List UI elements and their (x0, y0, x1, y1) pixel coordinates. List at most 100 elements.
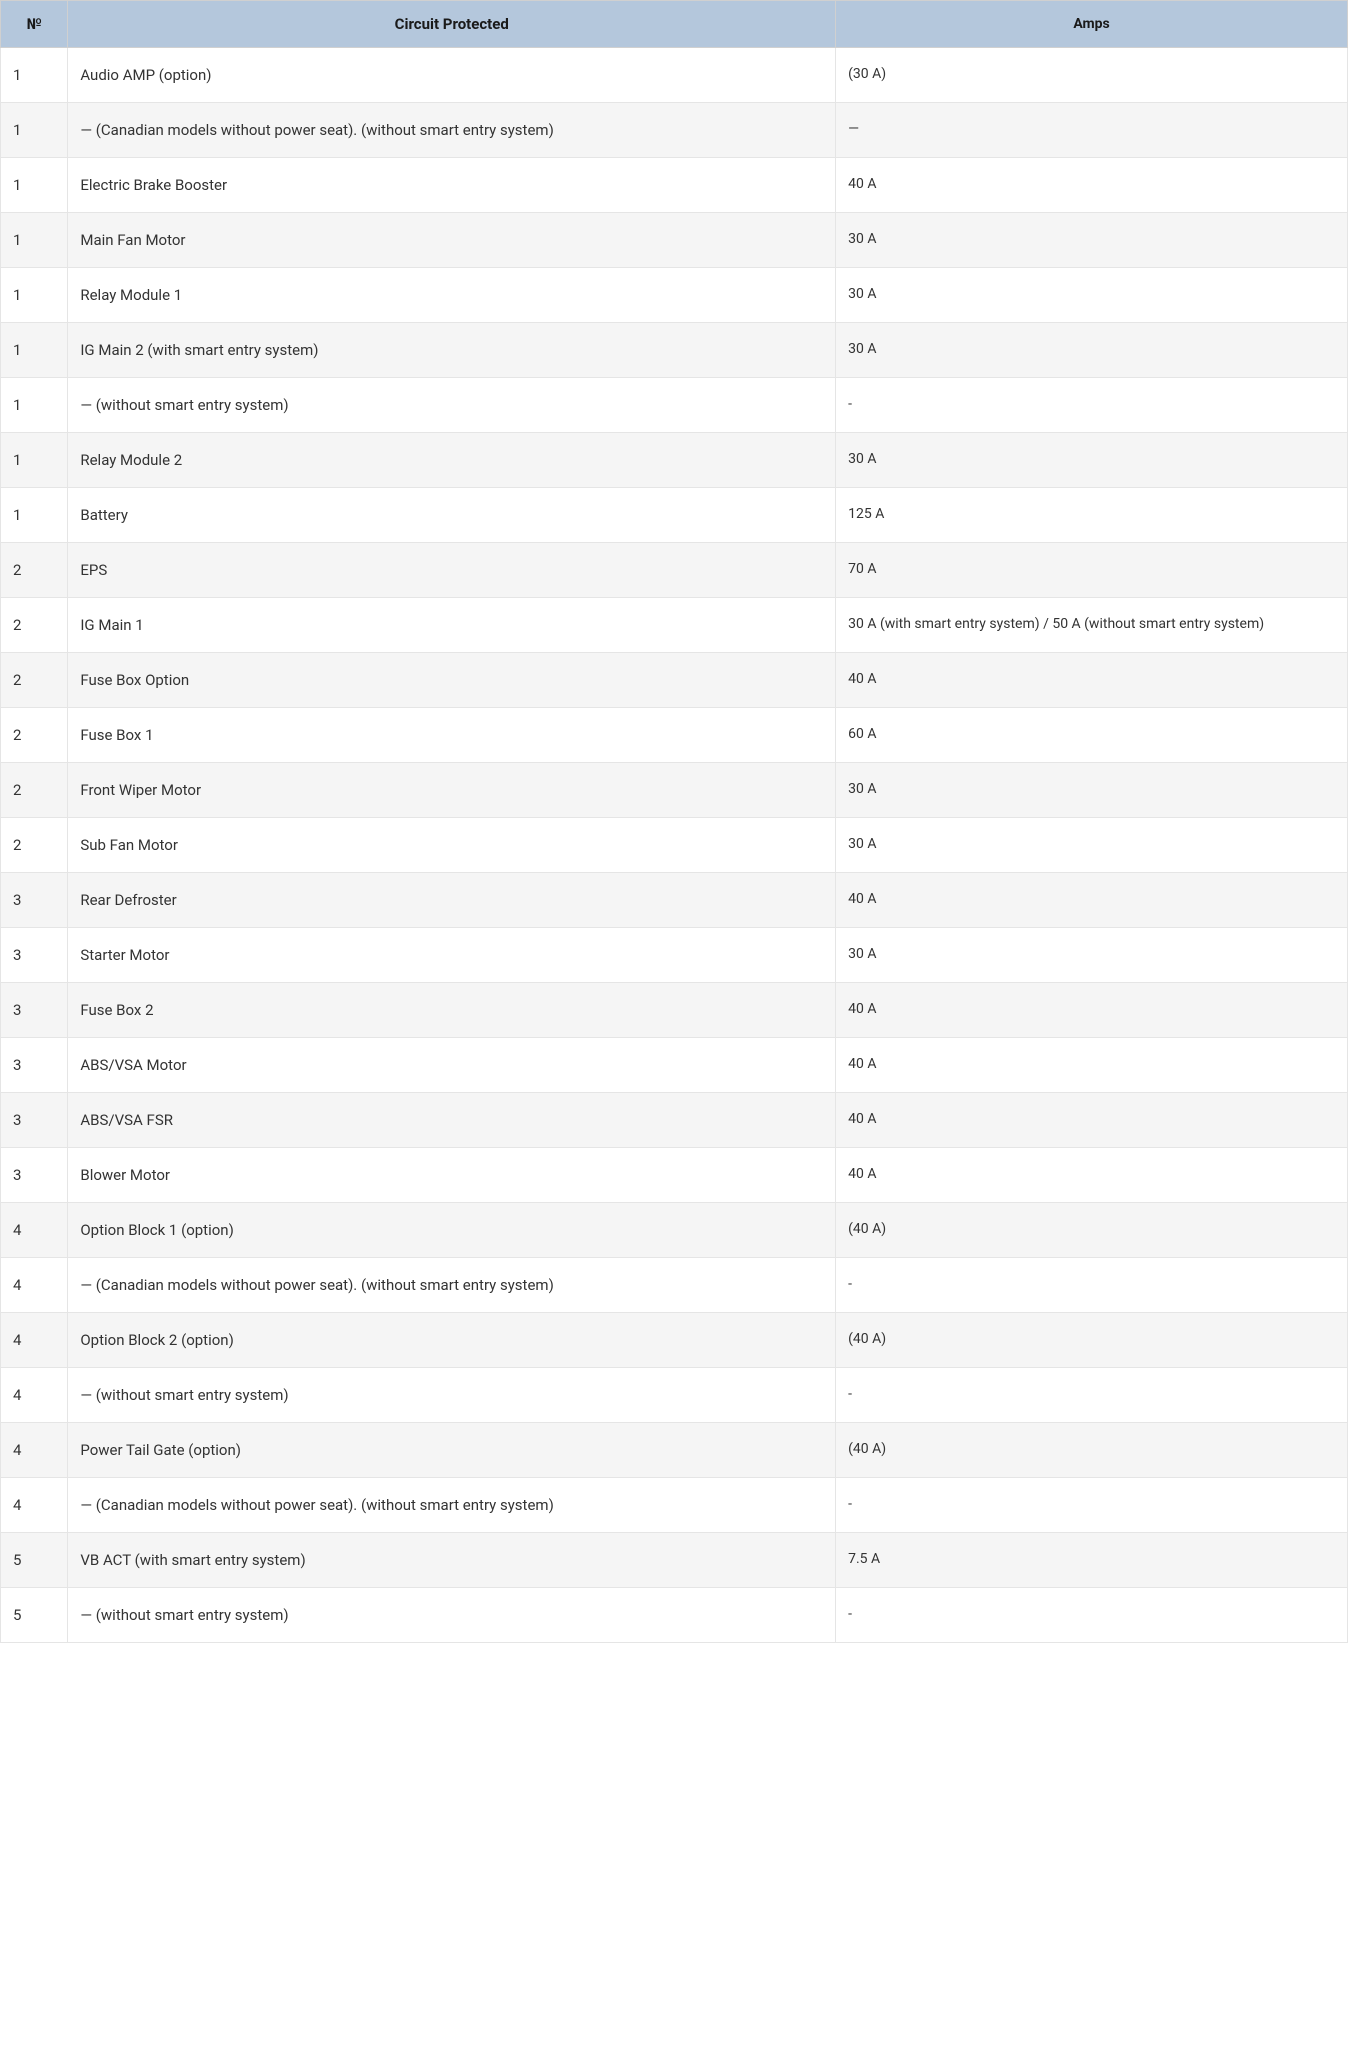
table-row: 2IG Main 130 A (with smart entry system)… (1, 598, 1348, 653)
cell-amps: 40 A (836, 158, 1348, 213)
cell-amps: 70 A (836, 543, 1348, 598)
cell-num: 5 (1, 1588, 68, 1643)
table-row: 1IG Main 2 (with smart entry system)30 A (1, 323, 1348, 378)
cell-amps: 30 A (with smart entry system) / 50 A (w… (836, 598, 1348, 653)
cell-num: 1 (1, 103, 68, 158)
cell-circuit: VB ACT (with smart entry system) (68, 1533, 836, 1588)
cell-num: 1 (1, 213, 68, 268)
table-row: 1Relay Module 130 A (1, 268, 1348, 323)
cell-circuit: — (Canadian models without power seat). … (68, 103, 836, 158)
table-row: 1Audio AMP (option)(30 A) (1, 48, 1348, 103)
cell-num: 2 (1, 763, 68, 818)
table-row: 1Electric Brake Booster40 A (1, 158, 1348, 213)
table-row: 2Front Wiper Motor30 A (1, 763, 1348, 818)
cell-num: 1 (1, 268, 68, 323)
table-row: 1Battery125 A (1, 488, 1348, 543)
cell-circuit: Front Wiper Motor (68, 763, 836, 818)
cell-num: 4 (1, 1258, 68, 1313)
cell-amps: - (836, 1588, 1348, 1643)
cell-amps: 40 A (836, 1093, 1348, 1148)
header-circuit: Circuit Protected (68, 1, 836, 48)
cell-circuit: — (without smart entry system) (68, 1588, 836, 1643)
cell-num: 2 (1, 818, 68, 873)
cell-circuit: EPS (68, 543, 836, 598)
cell-amps: (40 A) (836, 1203, 1348, 1258)
cell-circuit: — (without smart entry system) (68, 1368, 836, 1423)
table-row: 4— (Canadian models without power seat).… (1, 1478, 1348, 1533)
table-row: 3ABS/VSA Motor40 A (1, 1038, 1348, 1093)
cell-circuit: Fuse Box 1 (68, 708, 836, 763)
cell-amps: 7.5 A (836, 1533, 1348, 1588)
cell-amps: 40 A (836, 983, 1348, 1038)
table-row: 1— (without smart entry system)- (1, 378, 1348, 433)
cell-circuit: Relay Module 1 (68, 268, 836, 323)
cell-amps: 30 A (836, 268, 1348, 323)
cell-circuit: Fuse Box 2 (68, 983, 836, 1038)
cell-amps: 60 A (836, 708, 1348, 763)
cell-num: 4 (1, 1368, 68, 1423)
cell-amps: 40 A (836, 1038, 1348, 1093)
cell-num: 4 (1, 1313, 68, 1368)
cell-amps: - (836, 1368, 1348, 1423)
fuse-table: № Circuit Protected Amps 1Audio AMP (opt… (0, 0, 1348, 1643)
cell-amps: 125 A (836, 488, 1348, 543)
cell-amps: 40 A (836, 653, 1348, 708)
cell-amps: - (836, 1478, 1348, 1533)
cell-num: 2 (1, 708, 68, 763)
table-row: 1Relay Module 230 A (1, 433, 1348, 488)
table-row: 4Option Block 2 (option)(40 A) (1, 1313, 1348, 1368)
cell-amps: 30 A (836, 433, 1348, 488)
table-row: 3Fuse Box 240 A (1, 983, 1348, 1038)
cell-amps: (40 A) (836, 1423, 1348, 1478)
table-body: 1Audio AMP (option)(30 A)1— (Canadian mo… (1, 48, 1348, 1643)
header-num: № (1, 1, 68, 48)
table-header: № Circuit Protected Amps (1, 1, 1348, 48)
table-row: 3Blower Motor40 A (1, 1148, 1348, 1203)
cell-num: 3 (1, 1038, 68, 1093)
table-row: 4Option Block 1 (option)(40 A) (1, 1203, 1348, 1258)
cell-circuit: IG Main 1 (68, 598, 836, 653)
table-row: 3ABS/VSA FSR40 A (1, 1093, 1348, 1148)
table-row: 2Fuse Box 160 A (1, 708, 1348, 763)
cell-amps: - (836, 1258, 1348, 1313)
table-row: 2Fuse Box Option40 A (1, 653, 1348, 708)
cell-num: 1 (1, 488, 68, 543)
cell-circuit: Option Block 1 (option) (68, 1203, 836, 1258)
cell-num: 1 (1, 433, 68, 488)
cell-circuit: IG Main 2 (with smart entry system) (68, 323, 836, 378)
cell-circuit: Blower Motor (68, 1148, 836, 1203)
cell-num: 2 (1, 653, 68, 708)
cell-amps: (30 A) (836, 48, 1348, 103)
cell-circuit: ABS/VSA FSR (68, 1093, 836, 1148)
cell-circuit: Electric Brake Booster (68, 158, 836, 213)
table-row: 5— (without smart entry system)- (1, 1588, 1348, 1643)
table-row: 2EPS70 A (1, 543, 1348, 598)
cell-amps: 30 A (836, 928, 1348, 983)
cell-circuit: — (Canadian models without power seat). … (68, 1478, 836, 1533)
table-row: 1Main Fan Motor30 A (1, 213, 1348, 268)
table-row: 4— (Canadian models without power seat).… (1, 1258, 1348, 1313)
cell-circuit: Fuse Box Option (68, 653, 836, 708)
cell-num: 3 (1, 873, 68, 928)
cell-circuit: Battery (68, 488, 836, 543)
cell-circuit: Option Block 2 (option) (68, 1313, 836, 1368)
cell-amps: 40 A (836, 873, 1348, 928)
cell-num: 1 (1, 48, 68, 103)
cell-num: 3 (1, 983, 68, 1038)
table-row: 3Rear Defroster40 A (1, 873, 1348, 928)
cell-circuit: Main Fan Motor (68, 213, 836, 268)
cell-amps: 30 A (836, 323, 1348, 378)
cell-num: 3 (1, 928, 68, 983)
cell-num: 3 (1, 1093, 68, 1148)
header-row: № Circuit Protected Amps (1, 1, 1348, 48)
cell-num: 1 (1, 378, 68, 433)
table-row: 3Starter Motor30 A (1, 928, 1348, 983)
table-row: 4Power Tail Gate (option)(40 A) (1, 1423, 1348, 1478)
cell-circuit: Audio AMP (option) (68, 48, 836, 103)
cell-num: 5 (1, 1533, 68, 1588)
cell-amps: 30 A (836, 763, 1348, 818)
cell-num: 3 (1, 1148, 68, 1203)
table-row: 2Sub Fan Motor30 A (1, 818, 1348, 873)
cell-amps: 30 A (836, 213, 1348, 268)
cell-circuit: Rear Defroster (68, 873, 836, 928)
